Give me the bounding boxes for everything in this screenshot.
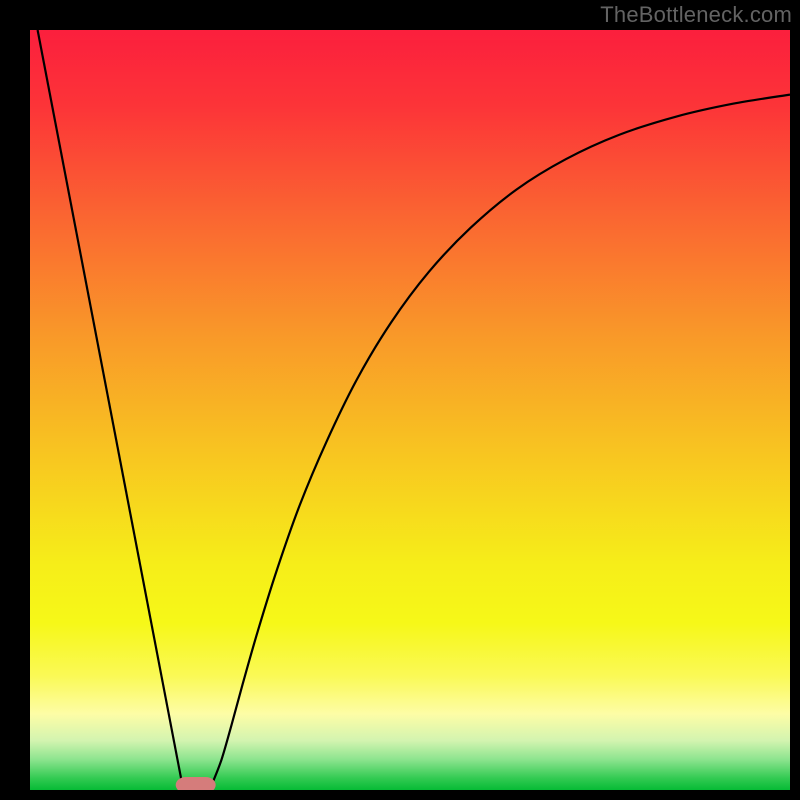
- plot-area: [30, 30, 790, 790]
- gradient-background: [30, 30, 790, 790]
- watermark-text: TheBottleneck.com: [600, 2, 792, 28]
- chart-frame: TheBottleneck.com: [0, 0, 800, 800]
- minimum-marker: [176, 777, 216, 790]
- bottleneck-chart: [30, 30, 790, 790]
